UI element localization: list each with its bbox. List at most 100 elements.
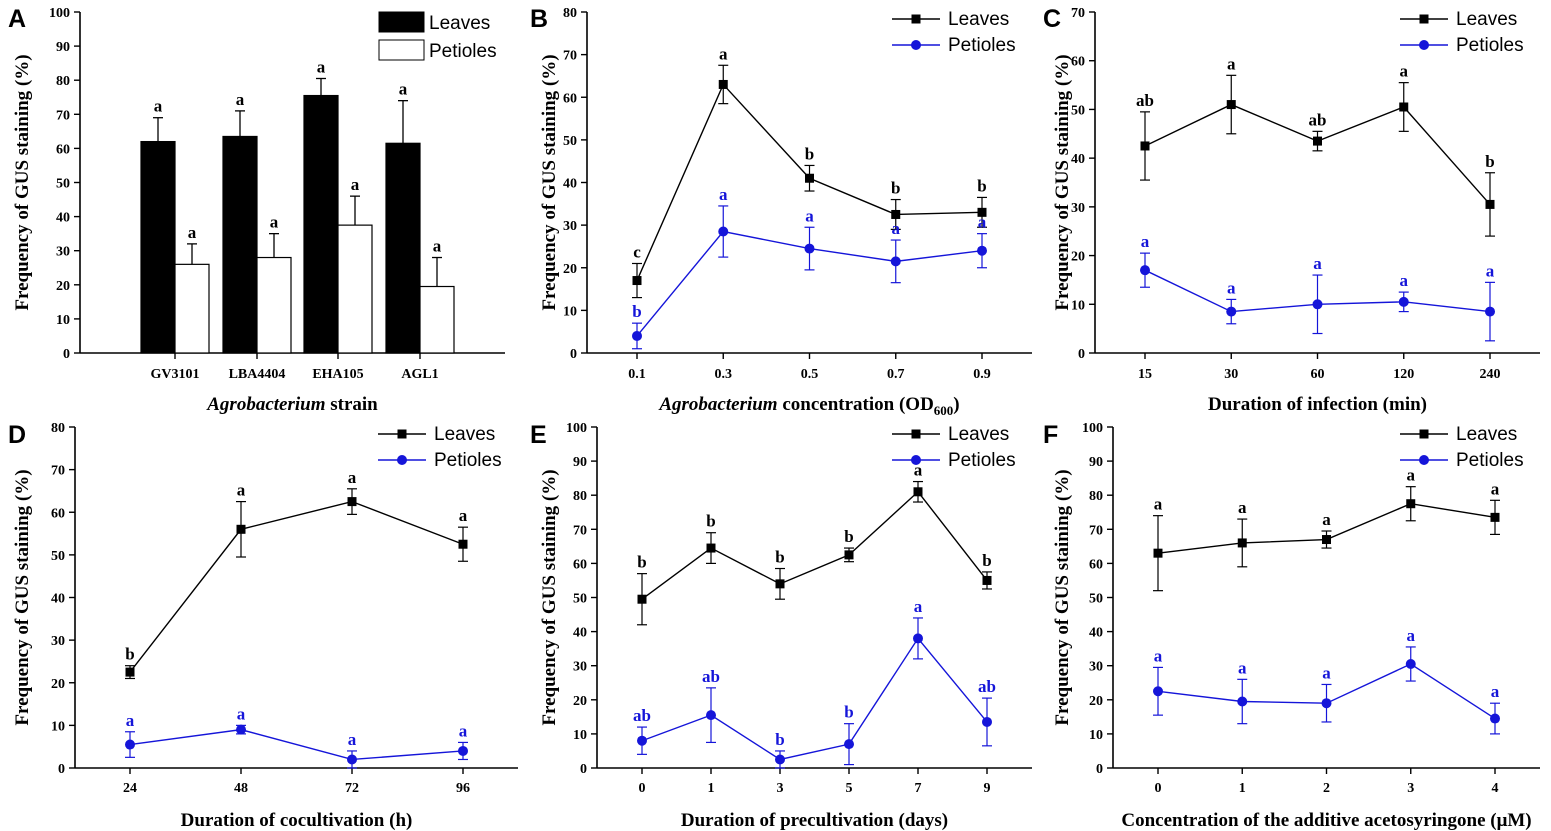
bar-leaves (303, 94, 339, 354)
bar-leaves (140, 140, 176, 354)
data-point-leaves (632, 276, 642, 286)
series-line-leaves (641, 490, 988, 600)
significance-label: a (1141, 232, 1150, 251)
y-tick-label: 0 (1096, 762, 1103, 777)
data-point-petioles (1140, 265, 1150, 276)
x-tick-label: 3 (777, 781, 784, 796)
y-tick-label: 0 (63, 347, 70, 362)
significance-label: a (719, 185, 728, 204)
panel-letter: C (1043, 5, 1061, 33)
data-point-petioles (890, 256, 901, 267)
data-point-leaves (1140, 141, 1150, 151)
y-axis-title: Frequency of GUS staining (%) (12, 54, 33, 310)
data-point-leaves (913, 487, 923, 497)
significance-label: b (1485, 152, 1494, 171)
series-line-leaves (129, 500, 464, 673)
y-axis-title: Frequency of GUS staining (%) (1052, 54, 1073, 310)
x-tick-label: 0 (639, 781, 646, 796)
data-point-leaves (1399, 102, 1409, 112)
significance-label: a (433, 237, 442, 256)
y-tick-label: 80 (1089, 489, 1103, 504)
legend-marker-petioles (397, 455, 407, 465)
legend-label-petioles: Petioles (429, 41, 497, 62)
y-tick-label: 10 (51, 719, 65, 734)
legend-swatch-petioles (378, 39, 425, 61)
significance-label: a (1400, 62, 1409, 81)
panel-e: E 0 10 20 30 40 50 60 70 80 90 100 0 1 3 5 7 9 Frequency o… (530, 421, 1032, 831)
y-tick-label: 90 (573, 455, 587, 470)
data-point-petioles (637, 735, 647, 746)
data-point-petioles (1153, 686, 1163, 697)
y-tick-label: 50 (1071, 103, 1085, 118)
significance-label: a (154, 97, 163, 116)
significance-label: a (399, 80, 408, 99)
y-tick-label: 40 (51, 592, 65, 607)
y-tick-label: 10 (56, 313, 70, 328)
panel-letter: D (8, 421, 26, 449)
significance-label: a (1238, 658, 1247, 677)
data-point-petioles (1321, 698, 1332, 709)
significance-label: a (1322, 510, 1331, 529)
y-tick-label: 20 (573, 694, 587, 709)
data-point-petioles (913, 633, 923, 644)
x-tick-label: 240 (1480, 367, 1501, 382)
y-tick-label: 80 (56, 74, 70, 89)
data-point-leaves (1322, 535, 1331, 545)
y-tick-label: 30 (51, 634, 65, 649)
data-point-petioles (632, 330, 642, 341)
data-point-petioles (347, 754, 357, 765)
data-point-petioles (1398, 296, 1409, 307)
data-point-petioles (1312, 299, 1323, 310)
y-tick-label: 70 (1071, 6, 1085, 21)
y-tick-label: 70 (51, 464, 65, 479)
significance-label: a (719, 44, 728, 63)
x-tick-label: 30 (1224, 367, 1238, 382)
significance-label: b (844, 703, 853, 722)
x-tick-label: 1 (708, 781, 715, 796)
data-point-leaves (1153, 548, 1163, 558)
significance-label: a (1486, 261, 1495, 280)
y-tick-label: 0 (570, 347, 577, 362)
legend-label-petioles: Petioles (1456, 450, 1524, 471)
significance-label: a (1322, 663, 1331, 682)
data-point-leaves (706, 543, 716, 553)
significance-label: b (775, 548, 784, 567)
legend-label-leaves: Leaves (429, 13, 490, 34)
data-point-leaves (1485, 199, 1495, 209)
significance-label: b (977, 176, 986, 195)
significance-label: a (348, 468, 357, 487)
y-tick-label: 30 (573, 660, 587, 675)
y-tick-label: 60 (573, 557, 587, 572)
x-tick-label: 1 (1239, 781, 1246, 796)
panel-a: A 0 10 20 30 40 50 60 70 80 90 100 GV3101 LBA4404 EHA1… (8, 5, 505, 415)
significance-label: a (1491, 479, 1500, 498)
x-tick-label: 5 (846, 781, 853, 796)
bar-petioles (337, 224, 373, 354)
y-tick-label: 30 (56, 245, 70, 260)
legend-marker-leaves (911, 14, 921, 24)
y-tick-label: 50 (563, 134, 577, 149)
legend-label-leaves: Leaves (1456, 424, 1517, 445)
significance-label: a (1407, 466, 1416, 485)
data-point-leaves (805, 173, 814, 183)
significance-label: a (1238, 498, 1247, 517)
significance-label: b (982, 551, 991, 570)
legend-label-petioles: Petioles (948, 35, 1016, 56)
panel-c: C 0 10 20 30 40 50 60 70 15 30 60 120 240 Frequency of… (1043, 5, 1540, 415)
y-tick-label: 20 (1089, 694, 1103, 709)
significance-label: b (706, 512, 715, 531)
significance-label: a (1227, 54, 1236, 73)
data-point-leaves (775, 579, 785, 589)
legend-swatch-leaves (378, 11, 425, 33)
significance-label: a (914, 597, 923, 616)
y-axis-title: Frequency of GUS staining (%) (539, 54, 560, 310)
x-axis-title: Concentration of the additive acetosyrin… (1121, 810, 1531, 831)
legend-label-leaves: Leaves (1456, 9, 1517, 30)
significance-label: b (805, 144, 814, 163)
y-axis-title: Frequency of GUS staining (%) (1052, 469, 1073, 725)
data-point-petioles (804, 243, 815, 254)
significance-label: a (348, 730, 357, 749)
y-tick-label: 60 (1071, 55, 1085, 70)
significance-label: c (633, 242, 641, 261)
bar-petioles (174, 263, 210, 354)
